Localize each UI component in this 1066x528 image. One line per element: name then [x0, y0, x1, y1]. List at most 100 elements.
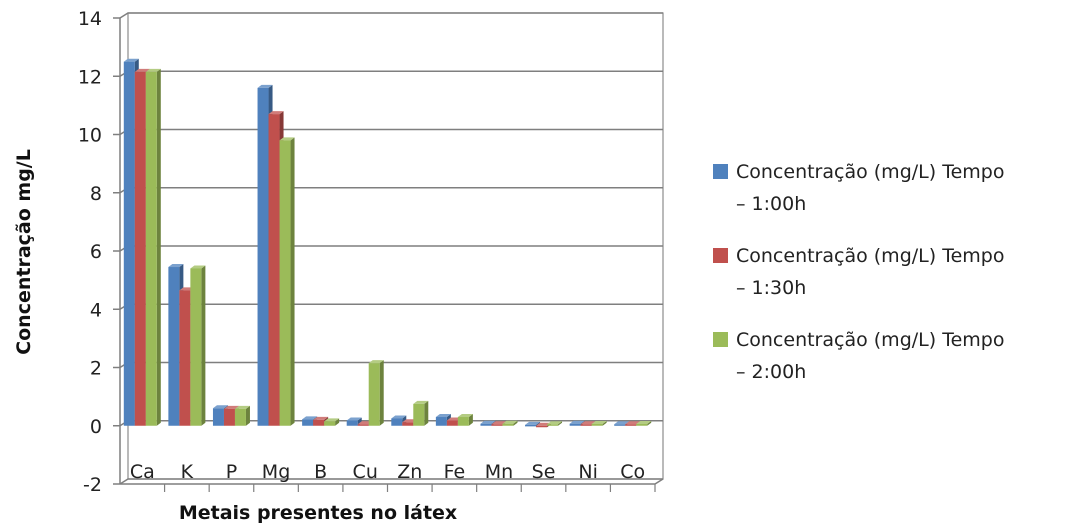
bar-Mn-series-3: [502, 420, 518, 426]
chart-legend: Concentração (mg/L) Tempo– 1:00hConcentr…: [713, 161, 1004, 383]
bar-front: [480, 423, 492, 426]
y-tick-label: -2: [83, 474, 102, 496]
bar-top: [413, 400, 429, 404]
bar-front: [234, 408, 246, 426]
legend-item-1: Concentração (mg/L) Tempo – 1:00h: [713, 161, 1004, 215]
y-tick-label: 4: [90, 299, 102, 321]
bar-side: [468, 414, 473, 426]
legend-label: – 2:00h: [736, 361, 806, 383]
bar-top: [123, 58, 139, 62]
x-tick-label-P: P: [226, 461, 237, 483]
bar-front: [636, 424, 648, 426]
bar-front: [179, 290, 191, 426]
bar-front: [357, 424, 369, 426]
bar-top: [257, 84, 273, 88]
bar-top: [614, 421, 630, 425]
bar-Fe-series-3: [457, 414, 473, 426]
bar-side: [558, 421, 563, 426]
bar-side: [513, 420, 518, 426]
bar-Cu-series-3: [368, 360, 384, 426]
y-axis-title: Concentração mg/L: [13, 149, 35, 355]
y-axis-tick-labels: -2 0 2 4 6 8 10 12 14: [78, 8, 102, 496]
chart-axes: [113, 17, 664, 492]
bar-side: [602, 421, 607, 426]
legend-item-2: Concentração (mg/L) Tempo – 1:30h: [713, 245, 1004, 299]
bar-side: [647, 421, 652, 426]
bar-front: [435, 417, 447, 426]
gridline: [119, 478, 663, 485]
bar-front: [413, 403, 425, 426]
bar-front: [502, 423, 514, 426]
y-tick-label: 2: [90, 358, 102, 380]
bar-top: [502, 420, 518, 424]
bar-front: [123, 61, 135, 426]
bar-top: [625, 421, 641, 425]
bar-top: [580, 421, 596, 425]
bar-front: [134, 71, 146, 426]
x-tick-label-Mg: Mg: [262, 461, 290, 483]
x-tick-label-Cu: Cu: [353, 461, 378, 483]
x-tick-label-Co: Co: [620, 461, 645, 483]
bar-top: [569, 420, 585, 424]
bar-top: [313, 416, 329, 420]
x-tick-label-Mn: Mn: [485, 461, 513, 483]
bar-side: [379, 360, 384, 426]
bar-Co-series-3: [636, 421, 652, 426]
y-tick-label: 10: [78, 125, 102, 147]
bar-front: [491, 424, 503, 426]
bar-front: [457, 417, 469, 426]
bar-top: [547, 421, 563, 425]
bar-top: [591, 421, 607, 425]
x-tick-label-K: K: [181, 461, 194, 483]
gridline: [119, 12, 663, 19]
bar-side: [424, 400, 429, 426]
x-tick-label-Fe: Fe: [444, 461, 466, 483]
bar-front: [279, 140, 291, 426]
legend-label: Concentração (mg/L) Tempo: [736, 161, 1004, 183]
bar-front: [614, 424, 626, 426]
bar-front: [525, 424, 537, 427]
bar-side: [201, 265, 206, 426]
legend-label: Concentração (mg/L) Tempo: [736, 329, 1004, 351]
bar-top: [457, 414, 473, 418]
bar-top: [168, 264, 184, 268]
legend-label: – 1:30h: [736, 277, 806, 299]
y-tick-label: 8: [90, 183, 102, 205]
bar-front: [569, 423, 581, 426]
bar-side: [156, 68, 161, 426]
bar-front: [446, 420, 458, 426]
bar-front: [302, 419, 314, 426]
bar-top: [212, 405, 228, 409]
x-axis-tick-labels: Ca K P Mg B Cu Zn Fe Mn Se Ni Co: [130, 461, 645, 483]
bar-top: [435, 414, 451, 418]
bar-Se-series-3: [547, 421, 563, 426]
bar-front: [145, 71, 157, 426]
y-tick-label: 14: [78, 8, 102, 30]
bar-top: [368, 360, 384, 364]
x-axis-title: Metais presentes no látex: [179, 502, 457, 524]
bar-top: [636, 421, 652, 425]
chart-bars: [123, 58, 652, 428]
bar-top: [234, 405, 250, 409]
bar-front: [536, 425, 548, 428]
bar-top: [223, 405, 239, 409]
legend-label: Concentração (mg/L) Tempo: [736, 245, 1004, 267]
bar-top: [525, 421, 541, 425]
bar-front: [212, 408, 224, 426]
bar-B-series-3: [324, 418, 340, 426]
bar-top: [391, 415, 407, 419]
bar-front: [547, 424, 559, 426]
bar-side: [290, 137, 295, 426]
legend-swatch: [713, 248, 728, 263]
bar-top: [279, 137, 295, 141]
y-tick-label: 0: [90, 416, 102, 438]
bar-Zn-series-3: [413, 400, 429, 426]
bar-front: [223, 408, 235, 426]
legend-swatch: [713, 164, 728, 179]
bar-P-series-3: [234, 405, 250, 426]
x-tick-label-Ni: Ni: [578, 461, 598, 483]
bar-top: [302, 416, 318, 420]
bar-top: [268, 111, 284, 115]
x-tick-label-Se: Se: [532, 461, 556, 483]
bar-front: [190, 268, 202, 426]
